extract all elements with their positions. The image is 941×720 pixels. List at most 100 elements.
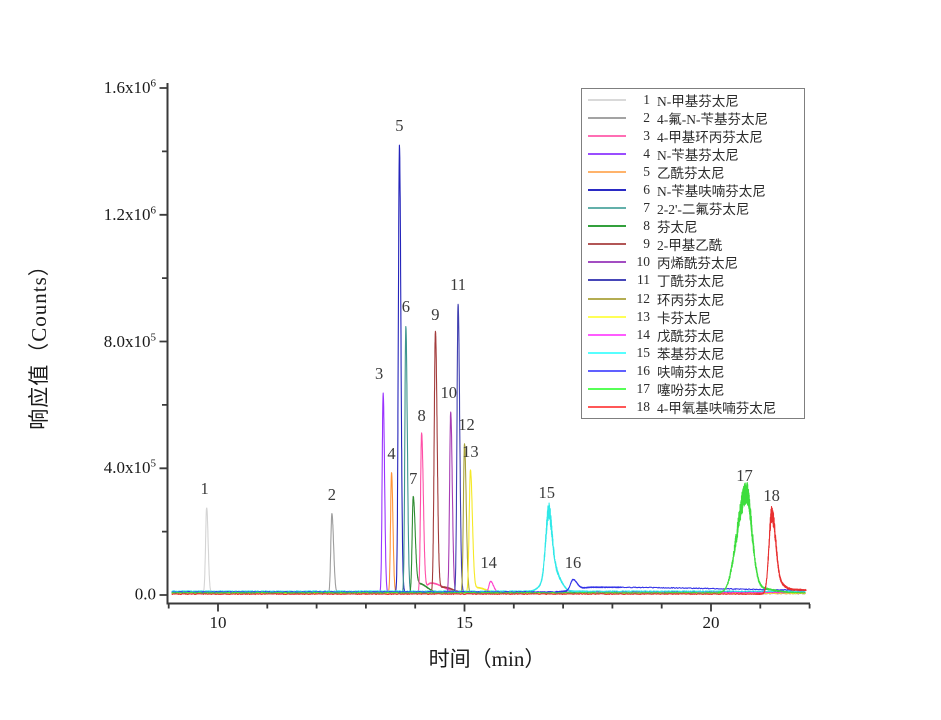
- legend-item-name: 丁酰芬太尼: [657, 274, 725, 290]
- legend-item: 11 丁酰芬太尼: [588, 272, 800, 289]
- peak-label-5: 5: [395, 116, 404, 136]
- legend-item: 8 芬太尼: [588, 218, 800, 235]
- legend-item-name: 4-甲基环丙芬太尼: [657, 130, 763, 146]
- legend-item-number: 5: [643, 164, 650, 180]
- peak-label-9: 9: [431, 304, 440, 324]
- legend-line-swatch: [588, 225, 626, 228]
- peak-label-14: 14: [480, 552, 497, 572]
- peak-label-18: 18: [763, 485, 780, 505]
- legend-item-number: 3: [643, 128, 650, 144]
- legend-line-swatch: [588, 405, 626, 408]
- legend-line-swatch: [588, 243, 626, 246]
- legend-item-number: 9: [643, 236, 650, 252]
- legend-item-number: 13: [636, 308, 651, 324]
- y-tick-label: 1.6x106: [103, 77, 156, 97]
- series-curve-17: [171, 481, 806, 594]
- y-axis-title: 响应值（Counts）: [27, 254, 51, 430]
- legend-item-name: 2-2'-二氟芬太尼: [657, 202, 750, 218]
- legend-line-swatch: [588, 387, 626, 390]
- legend-item-name: N-苄基呋喃芬太尼: [657, 184, 766, 200]
- legend-item-name: 2-甲基乙酰: [657, 238, 723, 254]
- legend-line-swatch: [588, 279, 626, 282]
- axes: [166, 83, 810, 605]
- peak-label-13: 13: [462, 442, 479, 462]
- legend-item-number: 6: [643, 182, 650, 198]
- legend-item-name: 呋喃芬太尼: [657, 364, 725, 380]
- x-axis-title: 时间（min）: [428, 647, 546, 671]
- peak-label-8: 8: [417, 405, 426, 425]
- legend-item-name: 4-甲氧基呋喃芬太尼: [657, 400, 777, 416]
- peak-label-10: 10: [440, 383, 457, 403]
- legend-item-number: 16: [636, 362, 651, 378]
- legend-item: 2 4-氟-N-苄基芬太尼: [588, 110, 800, 127]
- y-tick-label: 4.0x105: [103, 457, 156, 478]
- peak-label-7: 7: [409, 469, 418, 489]
- peak-label-2: 2: [327, 484, 336, 504]
- series-curve-16: [171, 578, 806, 593]
- legend-item-name: 4-氟-N-苄基芬太尼: [657, 112, 768, 128]
- legend-line-swatch: [588, 135, 626, 138]
- legend-item: 6 N-苄基呋喃芬太尼: [588, 182, 800, 199]
- legend-item: 15 苯基芬太尼: [588, 344, 800, 362]
- legend-item-number: 15: [636, 344, 651, 360]
- legend-item-number: 7: [643, 200, 650, 216]
- legend-line-swatch: [588, 297, 626, 300]
- tick-marks: [159, 87, 811, 612]
- y-tick-label: 0.0: [134, 584, 156, 604]
- peak-label-16: 16: [564, 552, 582, 572]
- legend-item: 7 2-2'-二氟芬太尼: [588, 200, 800, 217]
- legend-item-name: 环丙芬太尼: [657, 292, 725, 308]
- legend-item-number: 14: [636, 326, 651, 342]
- peak-label-12: 12: [458, 415, 475, 435]
- series-curve-18: [171, 505, 807, 596]
- legend-item-number: 4: [643, 146, 650, 162]
- legend-item-name: 噻吩芬太尼: [657, 382, 725, 398]
- legend-item: 10 丙烯酰芬太尼: [588, 254, 800, 271]
- x-tick-label: 10: [209, 613, 227, 632]
- y-tick-label: 8.0x105: [103, 330, 156, 351]
- x-tick-label: 15: [456, 613, 473, 632]
- legend-item-number: 12: [636, 290, 651, 306]
- series-curve-4: [171, 472, 806, 594]
- legend-item-number: 17: [636, 380, 651, 396]
- legend-item: 17 噻吩芬太尼: [588, 380, 800, 398]
- legend-line-swatch: [588, 171, 626, 174]
- legend-item-name: N-苄基芬太尼: [657, 148, 739, 164]
- legend-item: 4 N-苄基芬太尼: [588, 146, 800, 163]
- legend-item-name: 戊酰芬太尼: [657, 328, 725, 344]
- series-curve-7: [171, 495, 806, 595]
- legend-line-swatch: [588, 153, 626, 156]
- legend-item: 16 呋喃芬太尼: [588, 362, 800, 380]
- legend-item-name: 芬太尼: [657, 220, 698, 236]
- legend-item-number: 18: [636, 398, 651, 414]
- peak-label-6: 6: [401, 297, 410, 317]
- legend-item: 13 卡芬太尼: [588, 308, 800, 326]
- y-tick-label: 1.2x106: [103, 204, 156, 224]
- peak-label-11: 11: [450, 274, 467, 294]
- legend-item-name: 丙烯酰芬太尼: [657, 256, 738, 272]
- series-curve-15: [171, 502, 806, 593]
- legend-line-swatch: [588, 207, 626, 210]
- legend-item-number: 2: [643, 110, 650, 126]
- legend-line-swatch: [588, 189, 626, 192]
- peak-label-1: 1: [200, 478, 209, 498]
- legend-item-number: 11: [637, 272, 650, 288]
- peak-label-3: 3: [375, 364, 384, 384]
- peak-label-4: 4: [387, 443, 396, 463]
- peak-label-15: 15: [538, 482, 556, 502]
- legend: 1 N-甲基芬太尼 2 4-氟-N-苄基芬太尼 3 4-甲基环丙芬太尼 4 N-苄基芬太尼 5 乙…: [581, 88, 805, 419]
- legend-item: 18 4-甲氧基呋喃芬太尼: [588, 398, 800, 416]
- legend-line-swatch: [588, 333, 626, 336]
- legend-line-swatch: [588, 261, 626, 264]
- x-tick-label: 20: [702, 613, 720, 632]
- legend-item: 3 4-甲基环丙芬太尼: [588, 128, 800, 145]
- legend-item-name: 卡芬太尼: [657, 310, 711, 326]
- legend-item-number: 1: [643, 92, 650, 108]
- legend-line-swatch: [588, 315, 626, 318]
- peak-label-17: 17: [736, 465, 753, 485]
- legend-item: 5 乙酰芬太尼: [588, 164, 800, 181]
- legend-item-name: 乙酰芬太尼: [657, 166, 725, 182]
- legend-line-swatch: [588, 99, 626, 102]
